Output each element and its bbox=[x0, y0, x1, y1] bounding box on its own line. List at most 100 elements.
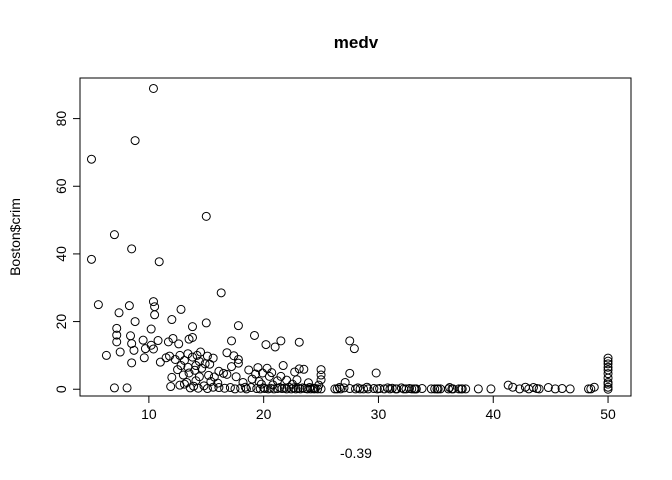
data-point bbox=[299, 364, 309, 374]
data-point bbox=[86, 254, 96, 264]
data-point bbox=[109, 383, 119, 393]
data-point bbox=[369, 384, 379, 394]
data-point bbox=[225, 383, 235, 393]
data-point bbox=[454, 384, 464, 394]
data-point bbox=[86, 154, 96, 164]
data-point bbox=[603, 362, 613, 372]
data-point bbox=[267, 368, 277, 378]
data-point bbox=[339, 383, 349, 393]
data-point bbox=[260, 384, 270, 394]
y-tick-label: 0 bbox=[53, 385, 69, 393]
data-point bbox=[167, 372, 177, 382]
data-point bbox=[330, 384, 340, 394]
data-point bbox=[508, 382, 518, 392]
data-point bbox=[589, 382, 599, 392]
data-point bbox=[251, 369, 261, 379]
data-point bbox=[213, 378, 223, 388]
data-point bbox=[249, 330, 259, 340]
data-point bbox=[603, 379, 613, 389]
data-point bbox=[178, 370, 188, 380]
data-point bbox=[603, 373, 613, 383]
data-point bbox=[231, 372, 241, 382]
data-point bbox=[253, 363, 263, 373]
data-point bbox=[261, 340, 271, 350]
data-point bbox=[127, 358, 137, 368]
data-point bbox=[426, 384, 436, 394]
data-point bbox=[148, 83, 158, 93]
data-point bbox=[101, 350, 111, 360]
data-point bbox=[174, 339, 184, 349]
data-point bbox=[603, 353, 613, 363]
data-point bbox=[387, 383, 397, 393]
data-point bbox=[127, 339, 137, 349]
data-point bbox=[115, 347, 125, 357]
x-axis-label: -0.39 bbox=[340, 445, 372, 461]
data-point bbox=[543, 383, 553, 393]
data-point bbox=[550, 384, 560, 394]
data-point bbox=[278, 361, 288, 371]
data-point bbox=[93, 300, 103, 310]
y-tick-label: 60 bbox=[53, 178, 69, 194]
data-point bbox=[130, 136, 140, 146]
y-tick-label: 40 bbox=[53, 246, 69, 262]
data-point bbox=[148, 297, 158, 307]
data-point bbox=[150, 310, 160, 320]
data-point bbox=[313, 384, 323, 394]
data-point bbox=[430, 384, 440, 394]
data-point bbox=[332, 384, 342, 394]
data-point bbox=[233, 354, 243, 364]
data-point bbox=[184, 368, 194, 378]
data-point bbox=[443, 384, 453, 394]
data-point bbox=[122, 383, 132, 393]
data-point bbox=[515, 384, 525, 394]
data-point bbox=[345, 368, 355, 378]
x-tick-label: 10 bbox=[141, 406, 157, 422]
data-point bbox=[433, 384, 443, 394]
data-point bbox=[222, 369, 232, 379]
data-point bbox=[218, 368, 228, 378]
data-point bbox=[276, 336, 286, 346]
data-point bbox=[153, 336, 163, 346]
data-point bbox=[240, 382, 250, 392]
data-point bbox=[345, 336, 355, 346]
y-axis: 0 20 40 60 80 bbox=[53, 111, 81, 393]
data-points bbox=[86, 83, 613, 394]
data-point bbox=[246, 383, 256, 393]
data-point bbox=[155, 357, 165, 367]
data-point bbox=[167, 315, 177, 325]
data-point bbox=[241, 384, 251, 394]
data-point bbox=[336, 384, 346, 394]
data-point bbox=[168, 333, 178, 343]
data-point bbox=[461, 384, 471, 394]
data-point bbox=[457, 384, 467, 394]
data-point bbox=[244, 365, 254, 375]
data-point bbox=[183, 349, 193, 359]
data-point bbox=[407, 384, 417, 394]
data-point bbox=[208, 353, 218, 363]
data-point bbox=[371, 368, 381, 378]
data-point bbox=[139, 353, 149, 363]
data-point bbox=[334, 383, 344, 393]
data-point bbox=[187, 322, 197, 332]
data-point bbox=[220, 383, 230, 393]
data-point bbox=[473, 384, 483, 394]
data-point bbox=[109, 230, 119, 240]
data-point bbox=[603, 359, 613, 369]
data-point bbox=[233, 321, 243, 331]
x-tick-label: 40 bbox=[485, 406, 501, 422]
data-point bbox=[316, 384, 326, 394]
data-point bbox=[316, 370, 326, 380]
data-point bbox=[362, 382, 372, 392]
y-tick-label: 20 bbox=[53, 314, 69, 330]
data-point bbox=[154, 257, 164, 267]
data-point bbox=[163, 337, 173, 347]
data-point bbox=[214, 366, 224, 376]
data-point bbox=[259, 383, 269, 393]
data-point bbox=[503, 380, 513, 390]
data-point bbox=[112, 337, 122, 347]
data-point bbox=[340, 377, 350, 387]
data-point bbox=[236, 383, 246, 393]
data-point bbox=[202, 384, 212, 394]
data-point bbox=[114, 308, 124, 318]
